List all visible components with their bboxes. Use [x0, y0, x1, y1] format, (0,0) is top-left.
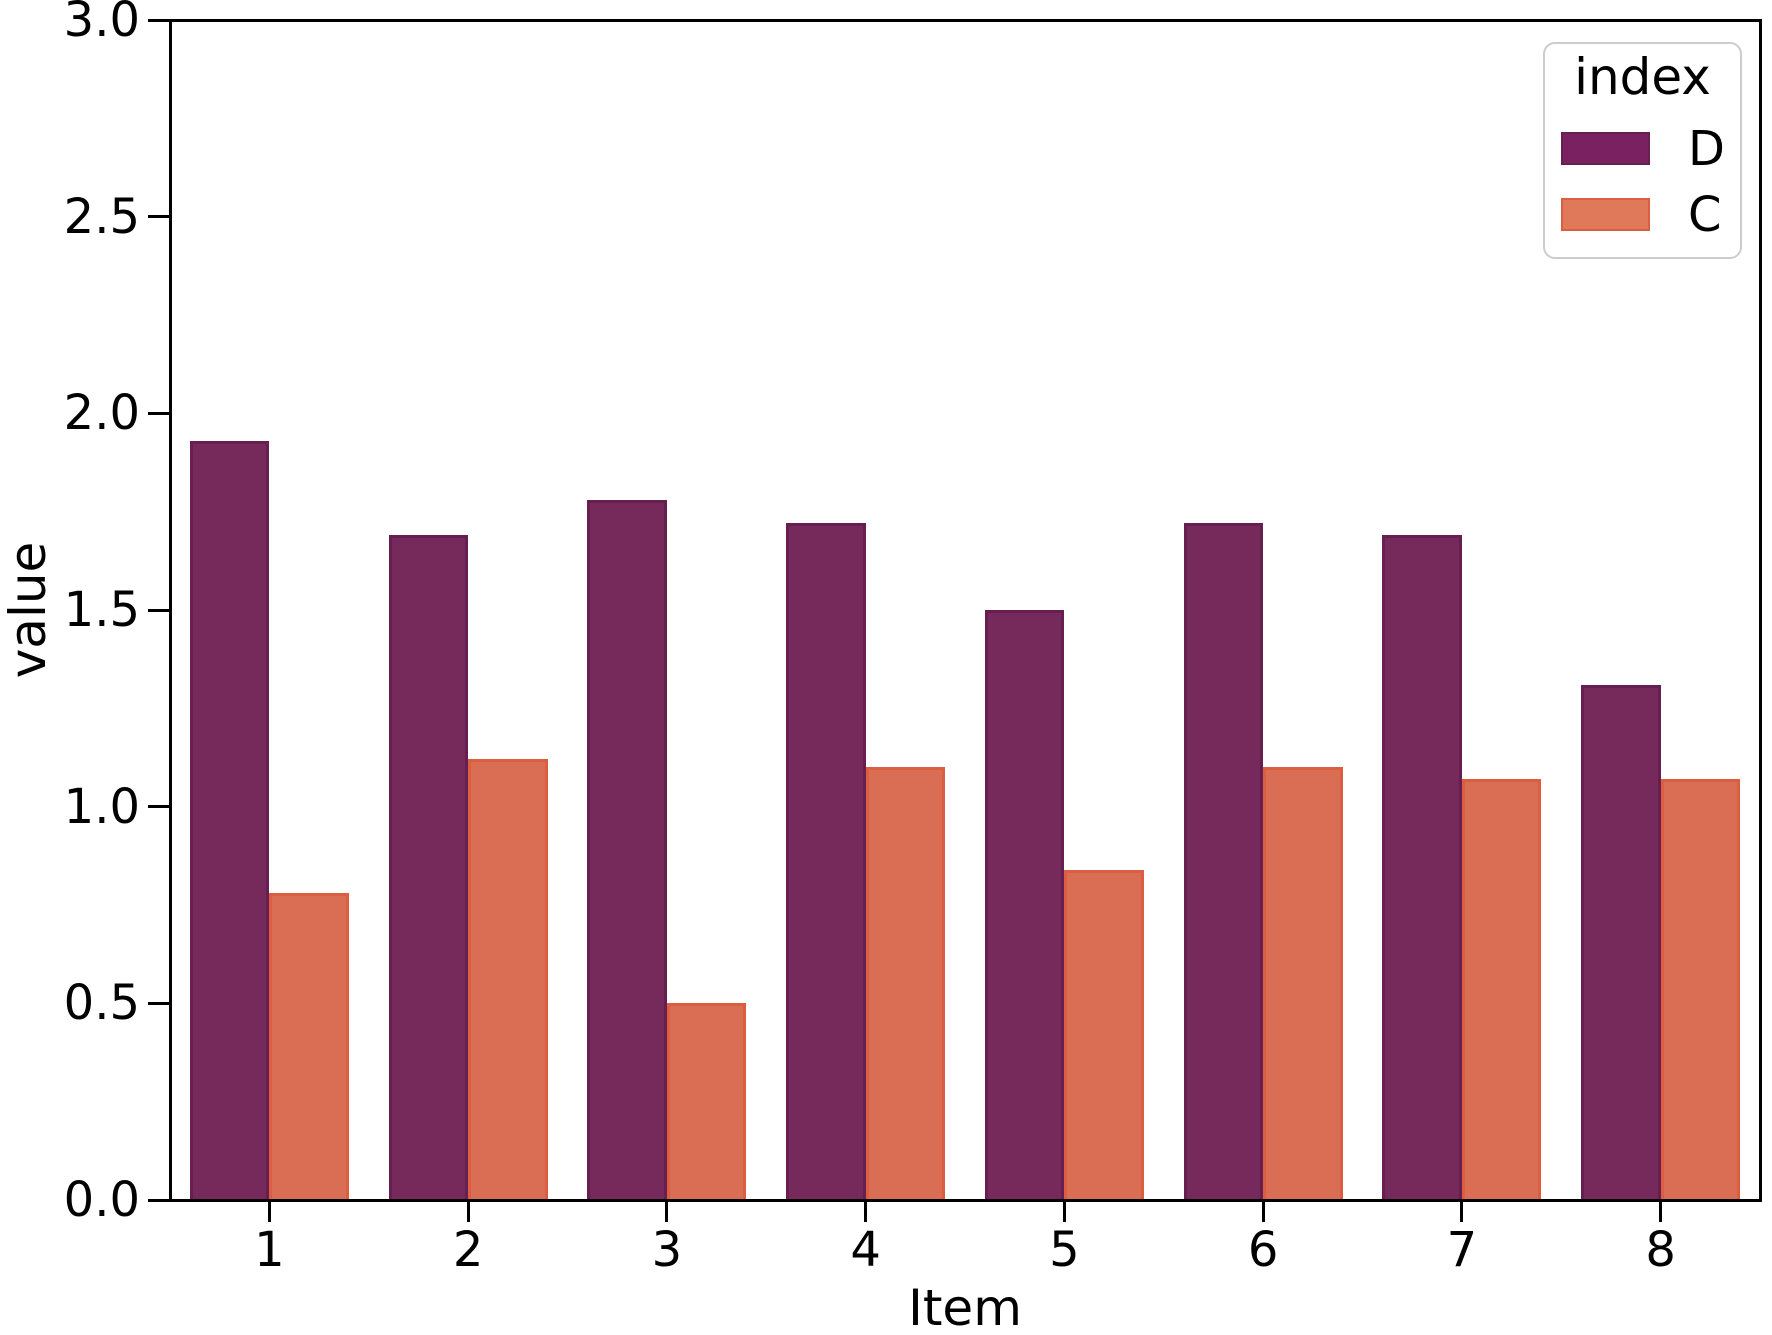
x-tick-label: 5 [1049, 1222, 1080, 1278]
bar-C-3 [666, 1003, 747, 1200]
bar-C-1 [269, 893, 349, 1200]
x-tick-label: 2 [452, 1222, 484, 1278]
x-tick [267, 1200, 271, 1222]
bar-C-8 [1660, 779, 1741, 1200]
y-tick [148, 411, 170, 415]
x-tick-label: 4 [850, 1222, 881, 1278]
bar-C-5 [1064, 869, 1144, 1200]
y-tick [148, 805, 170, 809]
bar-C-4 [865, 767, 946, 1200]
bar-C-6 [1263, 767, 1343, 1200]
legend-label-D: D [1688, 120, 1725, 177]
bar-D-4 [786, 523, 866, 1200]
y-tick-label: 0.5 [63, 975, 140, 1032]
x-tick [1460, 1200, 1464, 1222]
bar-D-6 [1183, 523, 1264, 1200]
bar-C-2 [468, 759, 548, 1200]
bar-D-3 [587, 499, 667, 1200]
x-tick [1261, 1200, 1265, 1222]
plot-area [170, 20, 1760, 1200]
legend-swatch-D [1561, 132, 1650, 165]
x-tick [1659, 1200, 1663, 1222]
legend-label-C: C [1688, 186, 1722, 243]
bar-D-7 [1382, 535, 1462, 1200]
x-tick-label: 3 [651, 1222, 683, 1278]
y-axis-label: value [0, 541, 57, 679]
y-tick [148, 608, 170, 612]
y-tick-label: 3.0 [63, 0, 140, 48]
x-axis-label: Item [908, 1279, 1022, 1335]
legend-row: D [1545, 125, 1740, 173]
x-tick-label: 6 [1247, 1222, 1279, 1278]
x-tick [864, 1200, 868, 1222]
y-tick-label: 1.5 [63, 582, 140, 638]
y-tick-label: 2.5 [63, 188, 140, 245]
x-tick-label: 8 [1645, 1222, 1676, 1278]
y-tick [148, 1001, 170, 1005]
x-tick-label: 7 [1446, 1222, 1478, 1278]
y-tick-label: 2.0 [63, 385, 140, 442]
y-tick-label: 0.0 [63, 1172, 140, 1228]
x-tick [665, 1200, 669, 1222]
bar-D-5 [984, 610, 1065, 1200]
y-tick [148, 1198, 170, 1202]
y-tick [148, 215, 170, 219]
y-tick [148, 18, 170, 22]
x-tick-label: 1 [254, 1222, 285, 1278]
legend-title: index [1574, 48, 1711, 106]
bar-D-1 [189, 440, 270, 1200]
bar-C-7 [1461, 779, 1542, 1200]
legend-swatch-C [1561, 198, 1650, 231]
bar-D-8 [1581, 684, 1661, 1200]
x-tick [1062, 1200, 1066, 1222]
x-tick [466, 1200, 470, 1222]
legend-row: C [1545, 191, 1740, 239]
y-tick-label: 1.0 [63, 778, 140, 835]
bar-D-2 [388, 535, 469, 1200]
